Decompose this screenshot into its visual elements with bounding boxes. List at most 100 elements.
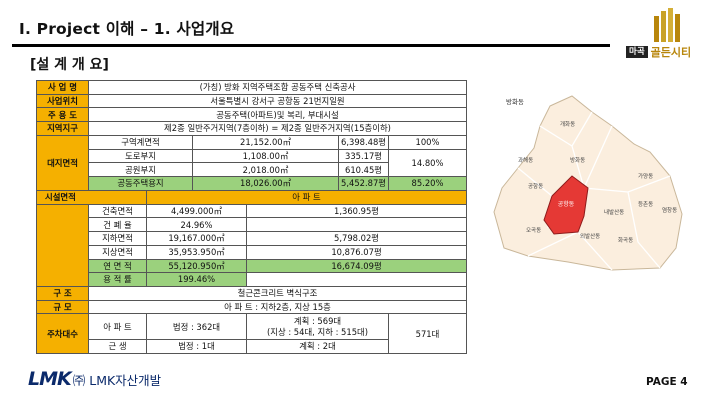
table-row: 공원부지 2,018.00㎡ 610.45평 [37,162,467,178]
parking-plan-line1: 계획 : 569대 [293,316,342,327]
cell-py: 5,452.87평 [338,176,389,191]
district-label: 방화동 [570,156,585,164]
cell-label: 건 폐 율 [88,217,147,233]
cell-m2: 24.96% [146,217,247,233]
cell-m2: 35,953.950㎡ [146,244,247,260]
row-label: 사업위치 [36,93,89,109]
cell-m2: 199.46% [146,272,247,288]
cell-m2: 19,167.000㎡ [146,231,247,246]
table-row: 공동주택용지 18,026.00㎡ 5,452.87평 85.20% [37,176,467,191]
cell-m2: 18,026.00㎡ [192,176,339,191]
district-label: 내발산동 [604,208,624,216]
table-row: 근 생 법정 : 1대 계획 : 2대 [37,339,467,354]
group-label: 대지면적 [36,134,89,191]
highlight-label: 공항동 [558,200,575,208]
cell-py: 1,360.95평 [246,203,467,219]
table-row: 사업위치 서울특별시 강서구 공항동 21번지일원 [36,93,467,109]
row-label: 주 용 도 [36,107,89,123]
structure-value: 철근콘크리트 벽식구조 [88,286,467,301]
district-label: 공항동 [528,182,543,190]
parking-legal: 법정 : 1대 [146,339,247,354]
column-header: 아 파 트 [146,189,467,205]
group-label: 시설면적 [36,189,147,205]
page-title: Ⅰ. Project 이해 – 1. 사업개요 [19,20,235,38]
table-row: 대지면적 구역계면적 21,152.00㎡ 6,398.48평 100% [36,134,467,191]
building-emblem-icon [654,8,680,42]
table-row: 건 폐 율 24.96% [37,217,467,233]
table-row: 건축면적 4,499.000㎡ 1,360.95평 [36,203,467,288]
highlighted-district [543,175,589,235]
cell-pct: 100% [388,134,467,150]
cell-label: 지하면적 [88,231,147,246]
cell-m2: 1,108.00㎡ [192,148,339,164]
row-label: 사 업 명 [36,80,89,95]
title-divider [12,44,610,47]
zoning: 제2종 일반주거지역(7층이하) = 제2종 일반주거지역(15층이하) [88,121,467,136]
project-location: 서울특별시 강서구 공항동 21번지일원 [88,93,467,109]
district-label: 가양동 [638,172,653,180]
cell-label: 공원부지 [88,162,193,178]
cell-py: 5,798.02평 [246,231,467,246]
table-row: 지상면적 35,953.950㎡ 10,876.07평 [37,244,467,260]
table-row: 지하면적 19,167.000㎡ 5,798.02평 [37,231,467,246]
lmk-wordmark: LMK [28,368,72,390]
district-label: 염창동 [662,206,677,214]
group-filler [36,203,89,288]
table-row: 연 면 적 55,120.950㎡ 16,674.09평 [37,258,467,274]
group-label: 주차대수 [36,313,89,354]
cell-m2: 4,499.000㎡ [146,203,247,219]
district-label: 등촌동 [638,200,653,208]
cell-pct: 14.80% [388,148,467,178]
golden-city-logo: 마곡 골든시티 [620,8,716,60]
cell-label: 아 파 트 [88,313,147,341]
table-row: 규 모 아 파 트 : 지하2층, 지상 15층 [36,299,467,315]
row-label: 구 조 [36,286,89,301]
district-map: 공항동 방화동 개화동 과해동 방화동 공항동 오곡동 외발산동 내발산동 가양… [493,95,683,271]
parking-plan: 계획 : 2대 [246,339,389,354]
cell-m2: 21,152.00㎡ [192,134,339,150]
cell-label: 용 적 률 [88,272,147,288]
company-logo: LMK ㈜ LMK자산개발 [28,368,161,390]
cell-py: 10,876.07평 [246,244,467,260]
section-heading: [설 계 개 요] [30,57,109,73]
cell-pct: 85.20% [388,176,467,191]
cell-m2: 2,018.00㎡ [192,162,339,178]
table-row: 용 적 률 199.46% [37,272,467,288]
cell-py: 610.45평 [338,162,389,178]
district-label: 오곡동 [526,227,541,234]
scale-value: 아 파 트 : 지하2층, 지상 15층 [88,299,467,315]
district-label: 과해동 [518,156,533,164]
row-label: 규 모 [36,299,89,315]
district-label: 외발산동 [580,232,600,240]
table-row: 도로부지 1,108.00㎡ 335.17평 14.80% [37,148,467,178]
cell-py: 6,398.48평 [338,134,389,150]
company-name: ㈜ LMK자산개발 [72,373,162,388]
parking-plan-line2: (지상 : 54대, 지하 : 515대) [266,326,369,337]
table-row: 시설면적 아 파 트 [36,189,467,205]
table-row: 주 용 도 공동주택(아파트)및 복리, 부대시설 [36,107,467,123]
table-row: 지역지구 제2종 일반주거지역(7층이하) = 제2종 일반주거지역(15층이하… [36,121,467,136]
cell-m2: 55,120.950㎡ [146,258,247,274]
cell-label: 지상면적 [88,244,147,260]
cell-py: 335.17평 [338,148,389,164]
cell-label: 연 면 적 [88,258,147,274]
cell-label: 공동주택용지 [88,176,193,191]
parking-total: 571대 [388,313,467,354]
cell-py [246,272,467,288]
location-map: 공항동 방화동 개화동 과해동 방화동 공항동 오곡동 외발산동 내발산동 가양… [488,92,684,272]
table-row: 주차대수 아 파 트 법정 : 362대 계획 : 569대 (지상 : 54대… [36,313,467,354]
row-label: 지역지구 [36,121,89,136]
table-row: 사 업 명 (가칭) 방화 지역주택조합 공동주택 신축공사 [36,80,467,95]
parking-legal: 법정 : 362대 [146,313,247,341]
district-label: 개화동 [560,120,575,128]
parking-plan: 계획 : 569대 (지상 : 54대, 지하 : 515대) [246,313,389,341]
cell-label: 건축면적 [88,203,147,219]
main-use: 공동주택(아파트)및 복리, 부대시설 [88,107,467,123]
cell-py [246,217,467,233]
project-name: (가칭) 방화 지역주택조합 공동주택 신축공사 [88,80,467,95]
design-overview-table: 사 업 명 (가칭) 방화 지역주택조합 공동주택 신축공사 사업위치 서울특별… [36,80,467,354]
cell-py: 16,674.09평 [246,258,467,274]
cell-label: 도로부지 [88,148,193,164]
table-row: 구 조 철근콘크리트 벽식구조 [36,286,467,301]
page-number: PAGE 4 [646,376,688,388]
